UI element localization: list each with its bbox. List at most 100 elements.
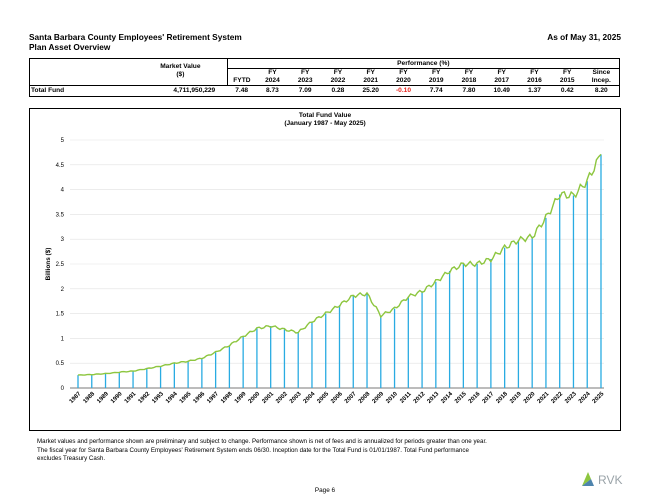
perf-value: 25.20 [354,85,388,97]
y-tick-label: 5 [61,138,65,144]
logo-leaf-icon [582,479,594,486]
x-tick-label: 1992 [138,391,152,405]
x-tick-label: 2001 [261,391,275,405]
x-tick-label: 2021 [537,391,551,405]
col-head-l2: 2022 [321,77,355,86]
col-head-l2: 2021 [354,77,388,86]
col-head-l1: FY [563,69,572,76]
x-tick-label: 2013 [427,391,441,405]
y-tick-label: 2.5 [56,262,65,268]
col-head-l2: 2015 [550,77,584,86]
x-tick-label: 2003 [289,391,303,405]
performance-header: Performance (%) [226,58,621,69]
col-head-l2: 2017 [485,77,519,86]
x-tick-label: 2017 [482,391,496,405]
col-head-l1: FY [497,69,506,76]
x-tick-label: 2024 [578,391,592,405]
col-head-l1 [227,69,256,78]
x-tick-label: 1989 [96,391,110,405]
perf-value: 7.74 [419,85,453,97]
x-tick-label: 1988 [82,391,96,405]
y-tick-label: 2 [61,287,65,293]
perf-value: -0.10 [387,85,420,97]
col-head-l1: FY [464,69,474,76]
row-name: Total Fund [29,85,94,97]
x-tick-label: 2019 [509,391,523,405]
y-tick-label: 1.5 [56,312,65,318]
col-head-l2: 2016 [518,77,551,86]
report-header: Santa Barbara County Employees' Retireme… [29,32,242,52]
col-head-l1: FY [333,69,343,76]
x-tick-label: 1997 [206,391,220,405]
perf-value: 0.28 [321,85,355,97]
x-tick-label: 2000 [248,391,262,405]
perf-value: 1.37 [518,85,551,97]
col-head-l2: 2019 [419,77,453,86]
col-head-l1: FY [268,69,277,76]
x-tick-label: 1990 [110,391,124,405]
as-of-date: As of May 31, 2025 [547,32,621,42]
footnote-line: excludes Treasury Cash. [37,455,106,462]
rvk-logo: RVK [582,472,622,487]
chart-title: Total Fund Value [298,112,352,119]
market-value: 4,711,950,229 [93,85,228,97]
footnote: Market values and performance shown are … [37,438,577,464]
x-tick-label: 2007 [344,391,358,405]
logo-text: RVK [598,473,622,487]
x-tick-label: 1993 [151,391,165,405]
col-head-l1: FY [366,69,375,76]
x-tick-label: 2009 [372,391,386,405]
col-head-l1: FY [432,69,441,76]
x-tick-label: 2014 [440,391,454,405]
perf-value: 7.80 [452,85,486,97]
page-number: Page 6 [314,487,336,494]
x-tick-label: 2022 [550,391,564,405]
x-tick-label: 2016 [468,391,482,405]
col-head-l2: FYTD [227,77,257,86]
market-value-header: Market Value ($) [29,58,228,86]
logo-leaf-icon [582,472,591,486]
market-value-unit: ($) [176,71,185,78]
y-tick-label: 0.5 [56,361,65,367]
perf-value: 7.48 [227,85,257,97]
x-tick-label: 1999 [234,391,248,405]
report-subtitle: Plan Asset Overview [29,42,111,52]
y-tick-label: 4.5 [56,163,65,169]
x-tick-label: 2011 [399,391,413,405]
x-tick-label: 2020 [523,391,537,405]
perf-value: 7.09 [288,85,322,97]
x-tick-label: 2010 [385,391,399,405]
market-value-label: Market Value [160,63,201,70]
perf-value: 0.42 [550,85,584,97]
x-tick-label: 2005 [316,391,330,405]
col-head-l2: 2018 [452,77,486,86]
y-tick-label: 1 [61,336,65,342]
y-tick-label: 0 [61,386,65,392]
x-tick-label: 2018 [495,391,509,405]
footnote-line: The fiscal year for Santa Barbara County… [37,446,469,454]
x-tick-label: 2025 [592,391,606,405]
y-tick-label: 3.5 [56,212,65,218]
x-tick-label: 1995 [179,391,193,405]
x-tick-label: 1991 [124,391,138,405]
col-head-l1: FY [399,69,408,76]
col-head-l2: 2024 [256,77,289,86]
x-tick-label: 2006 [330,391,344,405]
org-name: Santa Barbara County Employees' Retireme… [29,32,242,42]
perf-value: 8.73 [256,85,289,97]
col-head-l1: Since [583,68,620,77]
col-head-l1: FY [300,69,310,76]
chart-subtitle: (January 1987 - May 2025) [284,120,366,127]
x-tick-label: 2004 [303,391,317,405]
y-axis-label: Billions ($) [45,248,52,281]
x-tick-label: 2002 [275,391,289,405]
perf-value: 10.49 [485,85,519,97]
x-tick-label: 2012 [413,391,427,405]
x-tick-label: 2008 [358,391,372,405]
series-line [77,153,602,376]
col-head-l2: 2020 [387,77,420,86]
y-tick-label: 3 [61,237,65,243]
performance-table: Market Value ($) Performance (%) FY FY F… [29,58,621,97]
col-head-l1: FY [530,69,539,76]
